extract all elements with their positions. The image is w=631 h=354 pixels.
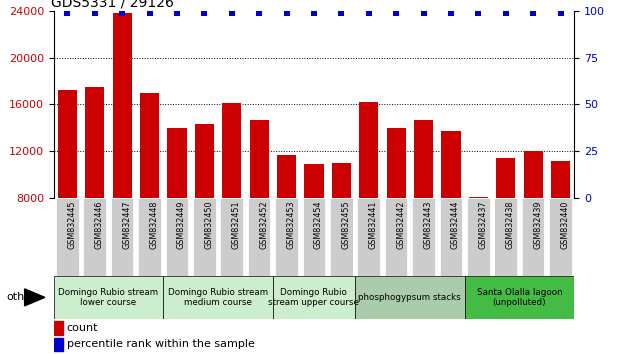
Point [90,11,100,16]
Bar [359,102,379,198]
Point [528,11,538,16]
Text: GSM832449: GSM832449 [177,201,186,249]
FancyBboxPatch shape [193,198,216,276]
Bar [332,163,351,198]
Point [144,11,155,16]
FancyBboxPatch shape [440,198,462,276]
Text: percentile rank within the sample: percentile rank within the sample [67,339,254,349]
FancyBboxPatch shape [83,198,106,276]
Bar [441,131,461,198]
Point [117,11,127,16]
Point [473,11,483,16]
Bar [195,124,214,198]
Text: GSM832442: GSM832442 [396,201,405,249]
Text: GSM832454: GSM832454 [314,201,323,249]
Text: other: other [6,292,36,302]
Text: GSM832453: GSM832453 [286,201,295,249]
FancyBboxPatch shape [166,198,188,276]
Bar [551,161,570,198]
Bar [387,128,406,198]
Text: Domingo Rubio stream
medium course: Domingo Rubio stream medium course [168,288,268,307]
Text: GSM832450: GSM832450 [204,201,213,249]
Text: GSM832439: GSM832439 [533,201,542,249]
FancyBboxPatch shape [220,198,243,276]
FancyBboxPatch shape [355,276,464,319]
Bar [496,158,516,198]
Bar [524,152,543,198]
Text: GSM832441: GSM832441 [369,201,378,249]
FancyBboxPatch shape [248,198,270,276]
Text: GDS5331 / 29126: GDS5331 / 29126 [51,0,174,10]
Text: GSM832446: GSM832446 [95,201,103,249]
Point [281,11,292,16]
Point [391,11,401,16]
FancyBboxPatch shape [358,198,380,276]
Point [555,11,565,16]
Text: Domingo Rubio
stream upper course: Domingo Rubio stream upper course [268,288,360,307]
Text: GSM832452: GSM832452 [259,201,268,249]
Text: GSM832447: GSM832447 [122,201,131,249]
Text: count: count [67,323,98,333]
Text: GSM832448: GSM832448 [150,201,158,249]
FancyBboxPatch shape [56,198,79,276]
FancyBboxPatch shape [467,198,490,276]
Text: Domingo Rubio stream
lower course: Domingo Rubio stream lower course [59,288,158,307]
FancyBboxPatch shape [385,198,408,276]
Text: GSM832440: GSM832440 [560,201,570,249]
Text: GSM832444: GSM832444 [451,201,460,249]
FancyBboxPatch shape [163,276,273,319]
Point [62,11,73,16]
FancyBboxPatch shape [495,198,517,276]
Point [363,11,374,16]
FancyBboxPatch shape [330,198,353,276]
Point [172,11,182,16]
Bar [58,90,77,198]
FancyBboxPatch shape [54,276,163,319]
FancyBboxPatch shape [273,276,355,319]
Bar [140,93,159,198]
Text: phosphogypsum stacks: phosphogypsum stacks [358,293,461,302]
Text: GSM832455: GSM832455 [341,201,350,249]
Bar [414,120,433,198]
FancyBboxPatch shape [303,198,325,276]
Bar [112,13,132,198]
FancyBboxPatch shape [412,198,435,276]
Polygon shape [25,289,45,306]
FancyBboxPatch shape [522,198,545,276]
Bar [167,128,187,198]
Bar [277,155,296,198]
FancyBboxPatch shape [138,198,161,276]
Text: GSM832438: GSM832438 [505,201,515,249]
FancyBboxPatch shape [549,198,572,276]
Point [418,11,428,16]
Point [254,11,264,16]
Point [227,11,237,16]
Bar [54,321,63,335]
Point [446,11,456,16]
Text: GSM832437: GSM832437 [478,201,487,249]
Text: GSM832445: GSM832445 [68,201,76,249]
Text: Santa Olalla lagoon
(unpolluted): Santa Olalla lagoon (unpolluted) [476,288,562,307]
Point [500,11,510,16]
FancyBboxPatch shape [275,198,298,276]
Point [199,11,209,16]
Point [309,11,319,16]
Text: GSM832443: GSM832443 [423,201,432,249]
FancyBboxPatch shape [111,198,133,276]
Bar [54,338,63,351]
Bar [469,197,488,198]
FancyBboxPatch shape [464,276,574,319]
Text: GSM832451: GSM832451 [232,201,240,249]
Bar [85,87,104,198]
Bar [222,103,241,198]
Bar [249,120,269,198]
Point [336,11,346,16]
Bar [304,164,324,198]
